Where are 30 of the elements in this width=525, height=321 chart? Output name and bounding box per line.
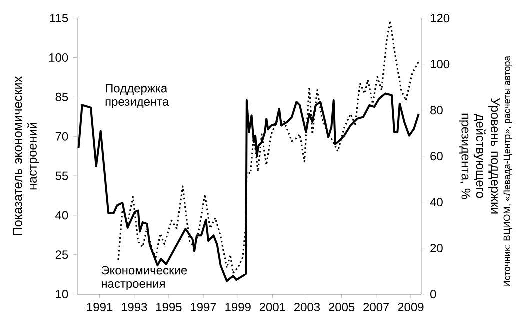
y-tick-label: 100 <box>50 54 68 62</box>
x-tick-label: 2003 <box>294 303 320 312</box>
x-tick-label: 2009 <box>398 303 424 312</box>
series-label: Поддержка президента <box>106 84 170 108</box>
x-tick-label: 1993 <box>122 303 148 312</box>
y2-tick-label: 40 <box>430 198 443 207</box>
x-tick-label: 1991 <box>87 303 113 312</box>
text: Источник: ВЦИОМ, «Левада-Центр», расчеты автора <box>504 56 512 287</box>
y2-tick-label: 120 <box>430 14 450 23</box>
x-tick-label: 1995 <box>156 303 182 312</box>
y-tick-label: 25 <box>56 250 68 260</box>
series-label: Экономические настроения <box>102 266 188 290</box>
y2-tick-label: 20 <box>430 244 443 253</box>
y2-tick-label: 80 <box>430 106 443 115</box>
y-tick-label: 70 <box>56 132 68 141</box>
y2-tick-label: 0 <box>430 290 436 299</box>
y-tick-label: 10 <box>56 290 68 299</box>
y2-tick-label: 60 <box>430 152 443 161</box>
x-tick-label: 1997 <box>191 303 216 312</box>
y-tick-label: 115 <box>50 14 68 23</box>
y-tick-label: 40 <box>56 211 68 220</box>
y2-tick-label: 100 <box>430 60 450 69</box>
x-tick-label: 1999 <box>226 303 251 312</box>
y2-axis-title: Уровень поддержки действующего президента, % <box>459 98 500 214</box>
y-tick-label: 85 <box>56 92 68 102</box>
x-tick-label: 2007 <box>364 303 390 312</box>
y-axis-title: Показатель экономических настроений <box>13 76 40 236</box>
y-tick-label: 55 <box>56 172 68 180</box>
x-tick-label: 2005 <box>329 303 355 312</box>
x-tick-label: 2001 <box>260 303 286 312</box>
